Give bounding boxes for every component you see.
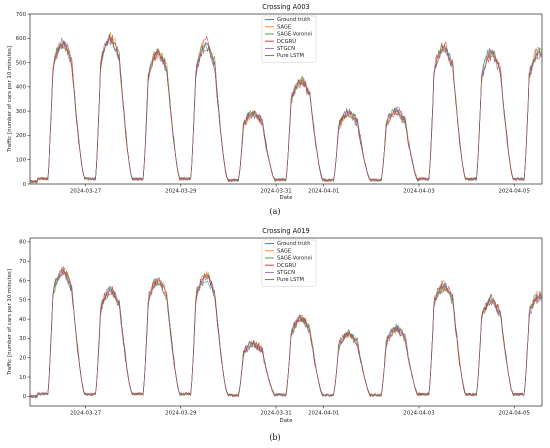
legend-entry: DCGRU — [277, 39, 296, 45]
x-axis-label: Date — [280, 418, 294, 424]
y-tick-label: 60 — [19, 278, 26, 284]
panel-caption: (a) — [269, 207, 280, 216]
y-tick-label: 50 — [19, 298, 26, 304]
series-line-pure-lstm — [30, 267, 542, 399]
plot-frame — [29, 237, 543, 407]
x-tick-label: 2024-04-03 — [403, 189, 434, 195]
x-tick-label: 2024-04-01 — [308, 189, 339, 195]
y-tick-label: 30 — [19, 336, 26, 342]
y-tick-label: 500 — [16, 60, 27, 66]
legend-entry: Pure LSTM — [277, 277, 304, 283]
chart-title: Crossing A019 — [262, 227, 309, 235]
x-tick-label: 2024-03-29 — [165, 189, 197, 195]
x-tick-label: 2024-04-03 — [403, 411, 434, 417]
x-tick-label: 2024-03-27 — [70, 189, 101, 195]
series-line-ground-truth — [30, 269, 542, 397]
y-tick-label: 600 — [16, 36, 27, 42]
y-axis-label: Traffic [number of cars per 10 minutes] — [7, 46, 13, 153]
legend-entry: STGCN — [277, 270, 295, 276]
y-tick-label: 300 — [16, 109, 27, 115]
x-tick-label: 2024-03-31 — [260, 189, 291, 195]
legend-entry: Ground truth — [277, 17, 311, 23]
x-tick-label: 2024-03-27 — [70, 411, 101, 417]
panel-caption: (b) — [269, 433, 280, 442]
y-tick-label: 200 — [16, 133, 27, 139]
legend-entry: SAGE — [277, 248, 291, 254]
x-axis-label: Date — [280, 195, 294, 201]
x-tick-label: 2024-03-29 — [165, 411, 197, 417]
y-tick-label: 80 — [19, 240, 26, 246]
y-tick-label: 100 — [16, 158, 27, 164]
series-group — [30, 266, 542, 399]
chart-title: Crossing A003 — [262, 3, 309, 11]
y-tick-label: 70 — [19, 259, 26, 265]
series-line-pure-lstm — [30, 34, 542, 184]
series-line-dcgru — [30, 269, 542, 398]
x-tick-label: 2024-03-31 — [260, 411, 291, 417]
legend-entry: SAGE-Voronoi — [277, 256, 312, 262]
legend-entry: SAGE-Voronoi — [277, 32, 312, 38]
y-tick-label: 0 — [23, 182, 27, 188]
y-tick-label: 10 — [19, 375, 26, 381]
legend-entry: DCGRU — [277, 263, 296, 269]
legend-box — [261, 239, 317, 287]
series-line-sage — [30, 267, 542, 398]
plot-frame — [29, 13, 543, 185]
y-tick-label: 400 — [16, 85, 27, 91]
y-tick-label: 700 — [16, 12, 27, 18]
y-tick-label: 20 — [19, 356, 26, 362]
y-tick-label: 40 — [19, 317, 26, 323]
x-tick-label: 2024-04-05 — [499, 189, 530, 195]
y-axis-label: Traffic [number of cars per 10 minutes] — [7, 269, 13, 376]
y-tick-label: 0 — [23, 394, 27, 400]
x-tick-label: 2024-04-01 — [308, 411, 339, 417]
series-group — [30, 31, 542, 184]
legend-entry: SAGE — [277, 24, 291, 30]
legend-entry: Ground truth — [277, 241, 311, 247]
x-tick-label: 2024-04-05 — [499, 411, 530, 417]
legend-entry: Pure LSTM — [277, 53, 304, 59]
legend-box — [261, 15, 317, 63]
legend-entry: STGCN — [277, 46, 295, 52]
